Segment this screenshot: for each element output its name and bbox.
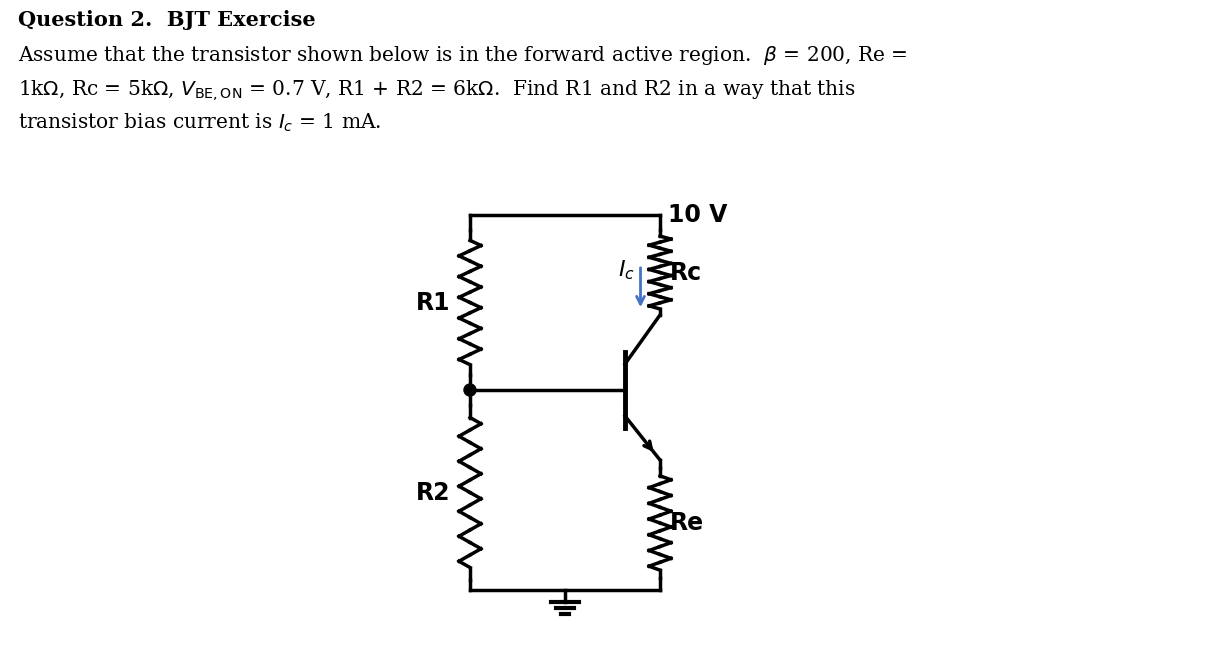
Text: transistor bias current is $I_c$ = 1 mA.: transistor bias current is $I_c$ = 1 mA. (18, 112, 381, 135)
Text: $I_c$: $I_c$ (617, 259, 634, 282)
Text: R2: R2 (415, 480, 450, 505)
Text: Rc: Rc (670, 260, 703, 284)
Text: 10 V: 10 V (668, 203, 727, 227)
Text: 1k$\Omega$, Rc = 5k$\Omega$, $V_{\mathrm{BE,ON}}$ = 0.7 V, R1 + R2 = 6k$\Omega$.: 1k$\Omega$, Rc = 5k$\Omega$, $V_{\mathrm… (18, 78, 855, 103)
Text: Assume that the transistor shown below is in the forward active region.  $\beta$: Assume that the transistor shown below i… (18, 44, 908, 67)
Text: Question 2.  BJT Exercise: Question 2. BJT Exercise (18, 10, 315, 30)
Text: R1: R1 (415, 290, 450, 314)
Text: Re: Re (670, 511, 704, 535)
Circle shape (464, 384, 477, 396)
